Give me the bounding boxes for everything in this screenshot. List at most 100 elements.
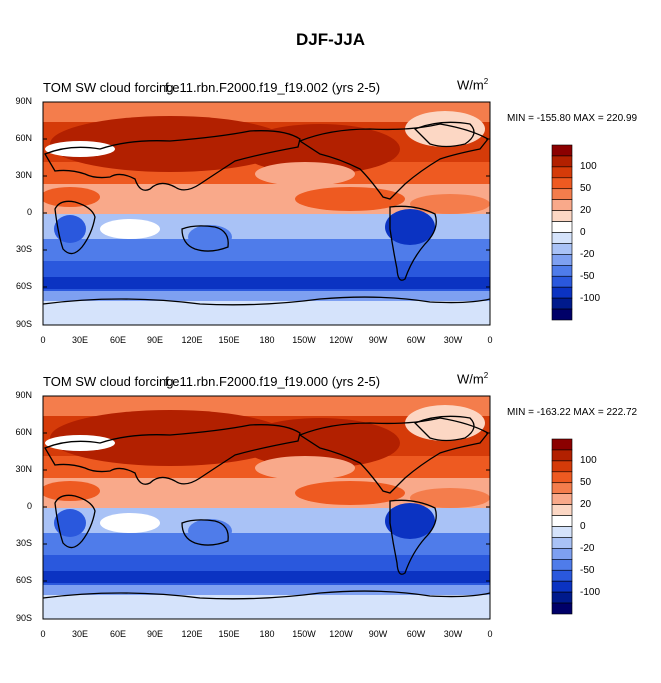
field-blob (295, 481, 405, 505)
colorbar-label: 20 (580, 499, 592, 510)
lat-label: 60S (15, 575, 32, 585)
lon-label: 30E (71, 629, 88, 639)
lat-label: 30N (15, 464, 32, 474)
panel-2-units: W/m2 (457, 371, 489, 387)
field-blob (50, 116, 290, 172)
field-blob (188, 519, 232, 543)
field-band (43, 301, 490, 325)
colorbar-swatch (551, 482, 573, 494)
colorbar-swatch (551, 493, 573, 505)
colorbar-label: 50 (580, 477, 592, 488)
lon-label: 90E (146, 629, 163, 639)
lat-label: 90N (15, 96, 32, 106)
lon-label: 0 (40, 335, 46, 345)
lon-label: 60E (109, 335, 126, 345)
colorbar-swatch (551, 526, 573, 538)
lon-label: 30E (71, 335, 88, 345)
colorbar-swatch (551, 297, 573, 310)
lon-label: 30W (443, 335, 463, 345)
lat-label: 60S (15, 281, 32, 291)
colorbar-swatch (551, 602, 573, 615)
panel-1-left-title: TOM SW cloud forcing (43, 80, 174, 95)
colorbar-swatch (551, 308, 573, 321)
colorbar-label: -20 (580, 249, 595, 260)
lon-label: 60W (406, 629, 426, 639)
lat-label: 30S (15, 538, 32, 548)
field-blob (188, 225, 232, 249)
colorbar-label: -100 (580, 587, 601, 598)
lat-label: 30S (15, 244, 32, 254)
lon-label: 0 (487, 629, 493, 639)
lon-label: 120E (181, 629, 203, 639)
field-blob (385, 209, 435, 245)
continent-outlines (43, 121, 490, 306)
colorbar-swatch (551, 265, 573, 277)
field-blob (43, 187, 100, 207)
map-panel-2: TOM SW cloud forcing f.e11.rbn.F2000.f19… (0, 371, 661, 683)
colorbar-swatch (551, 438, 573, 451)
colorbar-swatch (551, 254, 573, 266)
field-blob (255, 456, 355, 480)
lon-label: 90W (368, 629, 388, 639)
field-blob (50, 410, 290, 466)
colorbar-label: 100 (580, 161, 597, 172)
field-band (43, 277, 490, 289)
panel-1-units: W/m2 (457, 77, 489, 93)
lat-label: 90S (15, 613, 32, 623)
lon-label: 180 (259, 335, 275, 345)
lon-label: 180 (259, 629, 275, 639)
colorbar-2 (551, 438, 573, 615)
field-blob (54, 509, 86, 537)
field-blob (410, 194, 490, 214)
tick-marks (43, 101, 490, 326)
colorbar-swatch (551, 177, 573, 190)
colorbar-swatch (551, 243, 573, 255)
field-blob (385, 503, 435, 539)
lon-label: 90E (146, 335, 163, 345)
colorbar-swatch (551, 286, 573, 299)
colorbar-swatch (551, 188, 573, 200)
lon-label: 60E (109, 629, 126, 639)
panel-2-left-title: TOM SW cloud forcing (43, 374, 174, 389)
colorbar-swatch (551, 166, 573, 179)
colorbar-swatch (551, 548, 573, 560)
colorbar-1 (551, 144, 573, 321)
panel-1-map (42, 101, 573, 326)
colorbar-swatch (551, 460, 573, 473)
figure-title: DJF-JJA (296, 30, 365, 49)
panel-1-center-title: f.e11.rbn.F2000.f19_f19.002 (yrs 2-5) (165, 80, 381, 95)
colorbar-label: 0 (580, 227, 586, 238)
field-blob (240, 124, 400, 174)
map-panel-1: TOM SW cloud forcing f.e11.rbn.F2000.f19… (0, 77, 661, 389)
field-blob (100, 219, 160, 239)
field-blob (410, 488, 490, 508)
lat-label: 90S (15, 319, 32, 329)
colorbar-swatch (551, 210, 573, 222)
field-band (43, 595, 490, 619)
field-band (43, 585, 490, 595)
colorbar-label: -50 (580, 271, 595, 282)
lon-label: 150E (218, 629, 240, 639)
colorbar-swatch (551, 580, 573, 593)
lon-label: 150W (292, 629, 316, 639)
field-blob (45, 435, 115, 451)
colorbar-swatch (551, 569, 573, 582)
field-band (43, 291, 490, 301)
lon-label: 120W (329, 629, 353, 639)
lat-label: 60N (15, 427, 32, 437)
colorbar-swatch (551, 471, 573, 484)
colorbar-swatch (551, 221, 573, 233)
colorbar-swatch (551, 449, 573, 462)
lat-label: 90N (15, 390, 32, 400)
colorbar-label: -100 (580, 293, 601, 304)
field-blob (405, 111, 485, 147)
colorbar-swatch (551, 559, 573, 571)
colorbar-label: 50 (580, 183, 592, 194)
lat-label: 0 (26, 501, 32, 511)
lon-label: 60W (406, 335, 426, 345)
panel-2-center-title: f.e11.rbn.F2000.f19_f19.000 (yrs 2-5) (165, 374, 381, 389)
colorbar-swatch (551, 537, 573, 549)
lon-label: 90W (368, 335, 388, 345)
colorbar-label: -50 (580, 565, 595, 576)
colorbar-swatch (551, 199, 573, 211)
